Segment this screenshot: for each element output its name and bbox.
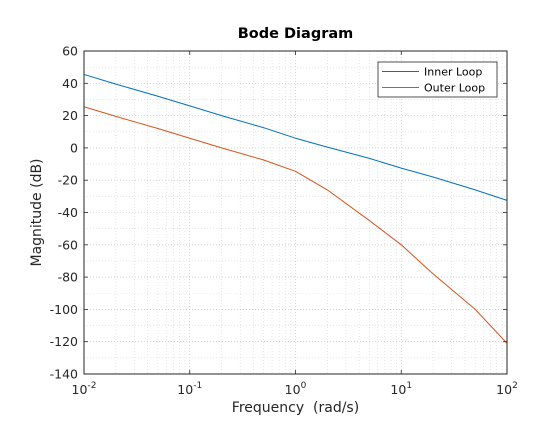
series-line-inner-loop <box>83 73 508 201</box>
y-tick-label: -80 <box>58 270 78 285</box>
y-tick-label: -120 <box>50 334 78 349</box>
x-tick-label: 10-2 <box>72 381 97 397</box>
y-tick-label: -140 <box>50 367 78 382</box>
x-tick-label: 102 <box>496 381 518 397</box>
x-tick-label: 100 <box>285 381 307 397</box>
x-tick-label: 10-1 <box>177 381 202 397</box>
legend-label-inner-loop: Inner Loop <box>424 66 482 79</box>
y-tick-label: 0 <box>70 140 78 155</box>
x-axis-label: Frequency (rad/s) <box>232 400 359 416</box>
y-tick-label: -100 <box>50 302 78 317</box>
legend-box <box>377 61 498 98</box>
y-tick-label: -60 <box>58 237 78 252</box>
legend-label-outer-loop: Outer Loop <box>424 82 485 95</box>
y-tick-label: -20 <box>58 173 78 188</box>
x-tick-label: 101 <box>390 381 412 397</box>
plot-area <box>84 51 507 374</box>
legend[interactable]: Inner Loop Outer Loop <box>377 61 498 98</box>
series-line-outer-loop <box>83 106 508 344</box>
series-layer <box>83 73 508 344</box>
y-tick-label: 60 <box>62 44 78 59</box>
chart-title: Bode Diagram <box>238 26 354 42</box>
y-tick-label: -40 <box>58 205 78 220</box>
y-tick-label: 40 <box>62 76 78 91</box>
y-tick-label: 20 <box>62 108 78 123</box>
y-axis-label: Magnitude (dB) <box>29 158 45 266</box>
